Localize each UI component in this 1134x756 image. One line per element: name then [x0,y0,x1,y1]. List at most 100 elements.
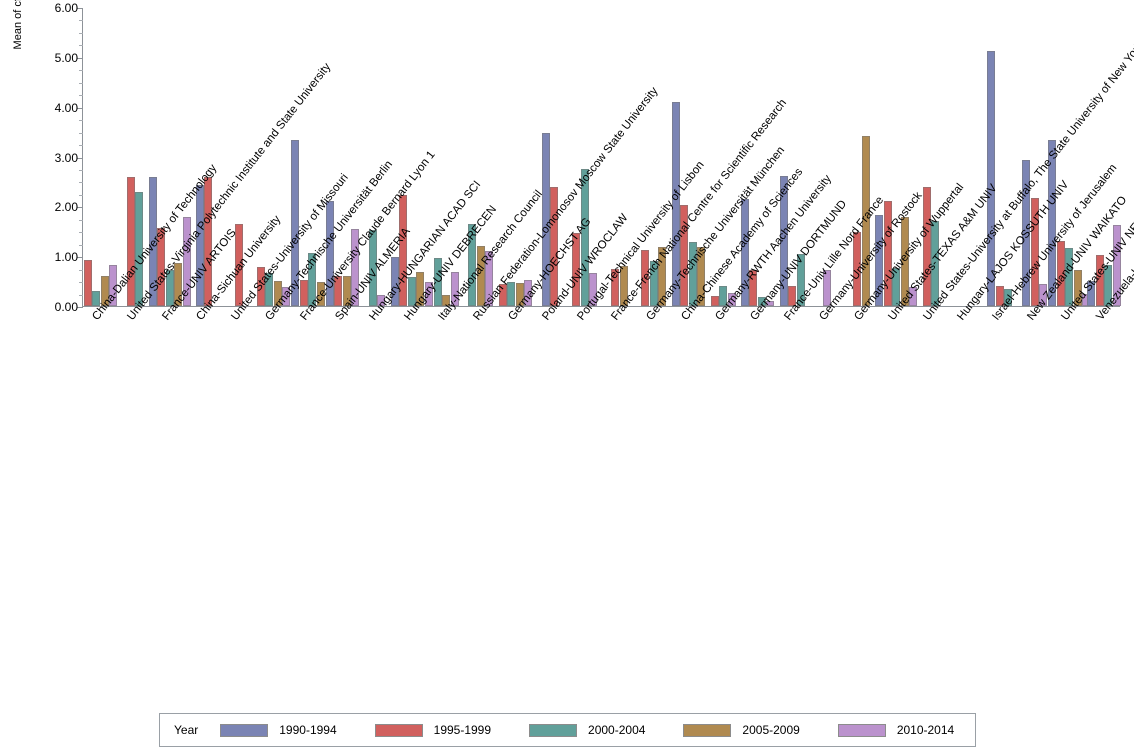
legend-item[interactable]: 1990-1994 [220,723,337,737]
legend-label: 2010-2014 [896,723,955,737]
y-axis-minor-tick [79,45,83,47]
bar [342,276,351,306]
bar [719,285,728,306]
bar [109,264,118,306]
y-axis-tick-label: 6.00 [54,1,78,15]
bar [407,277,416,306]
bar [822,269,831,306]
bar [1030,197,1039,306]
y-axis-tick-label: 3.00 [54,150,78,165]
legend-swatch [529,723,578,737]
bar [766,300,775,306]
bar [476,246,485,306]
legend-title: Year [174,723,199,737]
y-axis-tick [77,8,83,9]
y-axis-tick [77,57,83,59]
bar [671,101,680,306]
bar [1048,140,1057,306]
bar [368,230,377,306]
legend-label: 2005-2009 [742,723,800,737]
bar [174,263,182,306]
bar [580,169,589,306]
bar [987,51,996,306]
bar [450,272,459,306]
bar [641,249,650,306]
y-axis-title-text: Mean of cf, frac. [12,0,24,50]
bar [788,285,797,306]
bar [1004,288,1013,306]
y-axis-minor-tick [79,20,83,22]
bar [697,247,706,306]
legend-swatch [683,723,732,737]
y-axis-minor-tick [79,282,83,284]
bar [892,267,901,306]
bar [416,272,425,306]
legend-items: 1990-1994 1995-1999 2000-2004 2005-2009 2010… [220,723,992,737]
bar [390,257,399,306]
bar [883,201,892,306]
bar [282,286,291,306]
bar [165,269,174,306]
y-axis-tick-label: 2.00 [54,200,78,215]
bar [442,295,451,306]
bar [351,228,360,306]
legend-item[interactable]: 2010-2014 [837,723,955,737]
bar [611,269,619,306]
y-axis-tick [77,307,83,308]
y-axis-tick-label: 5.00 [54,50,78,65]
bar [853,232,862,306]
legend-swatch [837,723,886,737]
bar [299,279,308,306]
bar [92,290,101,306]
bar [316,282,325,306]
y-axis-minor-tick [79,145,83,147]
y-axis-minor-tick [79,244,83,246]
bar [524,280,533,306]
y-axis-minor-tick [79,32,83,34]
y-axis-tick [77,257,83,259]
y-axis-tick-label: 1.00 [54,250,78,265]
legend-item[interactable]: 1995-1999 [374,723,491,737]
y-axis-minor-tick [79,70,83,72]
bar [256,267,265,306]
bar [1065,248,1074,306]
y-axis-minor-tick [79,232,83,234]
y-axis-minor-tick [79,219,83,221]
bar [995,285,1004,306]
legend-label: 1990-1994 [279,723,337,737]
y-axis-minor-tick [79,194,83,196]
y-axis-tick [77,157,83,159]
bar [875,215,884,306]
y-axis-tick [77,207,83,209]
bar [468,224,477,306]
y-axis-minor-tick [79,82,83,84]
bar [507,282,516,306]
bar [273,281,282,306]
bar [688,242,697,306]
y-axis-minor-tick [79,169,83,171]
bar [126,177,135,306]
bar [779,175,788,306]
bar [541,132,550,306]
bar [861,136,870,306]
bar [195,184,204,306]
bar [204,177,213,306]
y-axis-minor-tick [79,269,83,271]
bar [658,247,667,306]
bar [796,253,805,306]
plot-area: 0.00 1.00 2.00 3.00 4.00 5.00 6.00 [55,2,1121,313]
legend-item[interactable]: 2000-2004 [529,723,645,737]
legend-swatch [220,723,269,737]
bar [1056,240,1065,306]
bar [433,257,442,306]
y-axis-tick [77,107,83,109]
bar [308,253,317,306]
bar [589,272,598,306]
bar [485,250,494,306]
bar [749,269,758,306]
bar [900,217,909,306]
bar [83,259,92,306]
y-axis-minor-tick [79,182,83,184]
legend-item[interactable]: 2005-2009 [683,723,800,737]
legend-swatch [374,723,423,737]
